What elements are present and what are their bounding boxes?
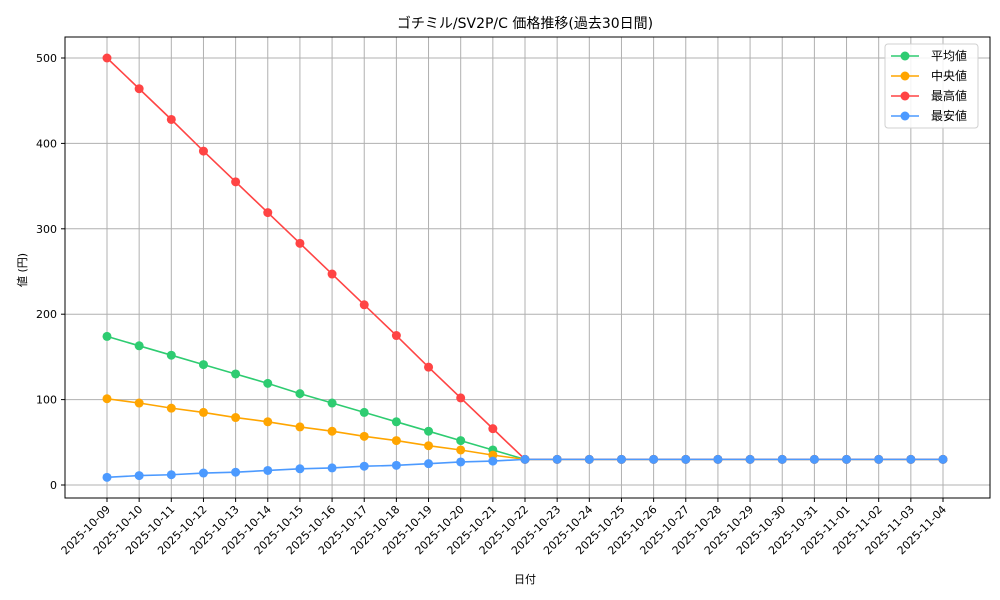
data-point xyxy=(809,454,819,464)
x-axis: 2025-10-092025-10-102025-10-112025-10-12… xyxy=(59,498,949,557)
data-point xyxy=(456,436,466,446)
data-point xyxy=(874,454,884,464)
data-point xyxy=(327,269,337,279)
data-point xyxy=(424,459,434,469)
y-tick-label: 500 xyxy=(36,52,57,65)
legend-item: 最安値 xyxy=(891,108,967,123)
data-point xyxy=(745,454,755,464)
data-point xyxy=(295,238,305,248)
data-point xyxy=(231,413,241,423)
legend-label: 平均値 xyxy=(931,48,967,63)
y-axis-label: 値 (円) xyxy=(16,253,29,287)
data-point xyxy=(584,454,594,464)
data-point xyxy=(231,467,241,477)
data-point xyxy=(295,422,305,432)
data-point xyxy=(295,389,305,399)
y-tick-label: 0 xyxy=(50,479,57,492)
data-point xyxy=(713,454,723,464)
data-point xyxy=(327,398,337,408)
x-axis-label: 日付 xyxy=(514,573,536,586)
data-point xyxy=(616,454,626,464)
data-point xyxy=(102,394,112,404)
data-point xyxy=(424,426,434,436)
data-point xyxy=(391,417,401,427)
data-point xyxy=(134,471,144,481)
data-point xyxy=(391,331,401,341)
y-tick-label: 100 xyxy=(36,394,57,407)
data-point xyxy=(263,208,273,218)
data-point xyxy=(198,146,208,156)
data-point xyxy=(134,341,144,351)
data-point xyxy=(424,441,434,451)
legend-item: 平均値 xyxy=(891,48,967,63)
y-tick-label: 300 xyxy=(36,223,57,236)
data-point xyxy=(520,454,530,464)
y-tick-label: 400 xyxy=(36,137,57,150)
data-point xyxy=(263,465,273,475)
data-point xyxy=(938,454,948,464)
data-point xyxy=(231,369,241,379)
legend-label: 最高値 xyxy=(931,88,967,103)
data-point xyxy=(231,177,241,187)
data-point xyxy=(391,436,401,446)
data-point xyxy=(391,460,401,470)
chart-title: ゴチミル/SV2P/C 価格推移(過去30日間) xyxy=(397,15,653,32)
data-point xyxy=(327,463,337,473)
data-point xyxy=(456,457,466,467)
legend-label: 中央値 xyxy=(931,68,967,83)
data-point xyxy=(488,424,498,434)
data-point xyxy=(327,426,337,436)
data-point xyxy=(263,378,273,388)
data-point xyxy=(198,407,208,417)
data-point xyxy=(102,331,112,341)
data-point xyxy=(488,456,498,466)
data-point xyxy=(166,470,176,480)
data-point xyxy=(102,472,112,482)
data-point xyxy=(906,454,916,464)
data-point xyxy=(166,403,176,413)
data-point xyxy=(359,461,369,471)
data-point xyxy=(134,84,144,94)
data-point xyxy=(166,114,176,124)
data-point xyxy=(842,454,852,464)
legend-marker-icon xyxy=(900,51,910,61)
data-point xyxy=(134,398,144,408)
data-point xyxy=(198,360,208,370)
data-point xyxy=(198,468,208,478)
plot-series xyxy=(102,53,948,482)
series-line xyxy=(102,454,948,482)
grid-lines xyxy=(65,37,990,498)
data-point xyxy=(552,454,562,464)
legend-marker-icon xyxy=(900,71,910,81)
data-point xyxy=(166,350,176,360)
data-point xyxy=(359,431,369,441)
data-point xyxy=(295,464,305,474)
data-point xyxy=(263,417,273,427)
legend-item: 中央値 xyxy=(891,68,967,83)
data-point xyxy=(456,445,466,455)
legend-box xyxy=(884,43,979,129)
y-axis: 0 100 200 300 400 500 xyxy=(36,52,65,492)
data-point xyxy=(102,53,112,63)
data-point xyxy=(424,362,434,372)
data-point xyxy=(359,407,369,417)
data-point xyxy=(359,300,369,310)
data-point xyxy=(681,454,691,464)
y-tick-label: 200 xyxy=(36,308,57,321)
data-point xyxy=(649,454,659,464)
legend-marker-icon xyxy=(900,91,910,101)
data-point xyxy=(777,454,787,464)
data-point xyxy=(456,393,466,403)
legend-item: 最高値 xyxy=(891,88,967,103)
plot-frame xyxy=(64,36,991,499)
legend-label: 最安値 xyxy=(931,108,967,123)
legend-marker-icon xyxy=(900,111,910,121)
